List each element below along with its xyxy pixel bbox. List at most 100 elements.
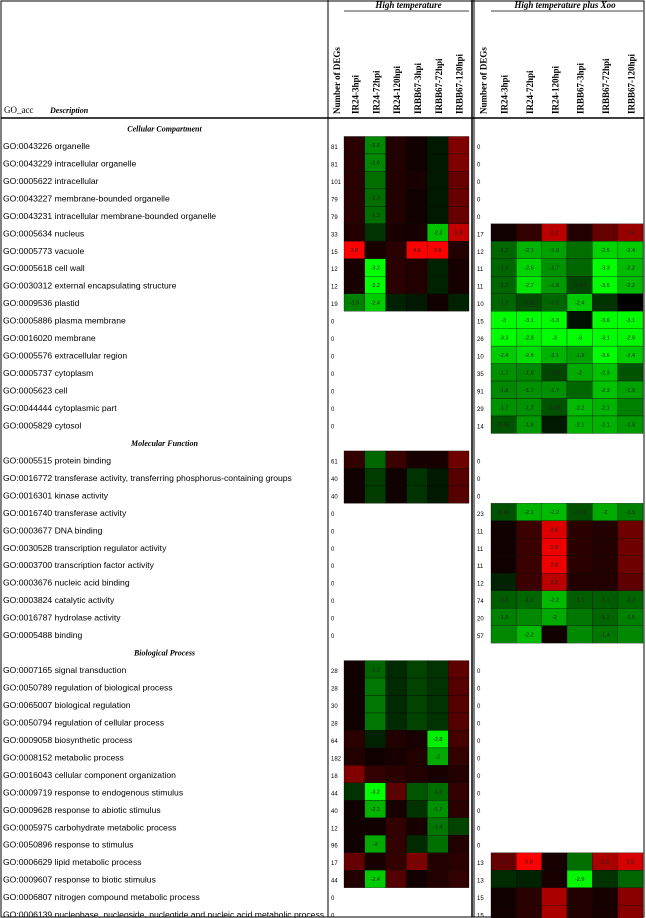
deg-count-ht: 40 [331, 477, 338, 483]
deg-count-ht: 19 [331, 302, 338, 308]
go-term-label: GO:0009719 response to endogenous stimul… [3, 787, 183, 797]
heatmap-cell-ht [448, 870, 470, 888]
cell-value-label: -3.2 [371, 790, 380, 796]
heatmap-cell-ht [364, 765, 386, 784]
heatmap-cell-htx [566, 625, 593, 644]
deg-count-htx: 15 [477, 914, 484, 918]
deg-count-htx: 35 [477, 372, 484, 378]
cell-value-label: -1.2 [626, 597, 635, 603]
cell-value-label: -1.5 [350, 300, 359, 306]
go-term-label: GO:0030528 transcription regulator activ… [3, 543, 167, 553]
heatmap-cell-ht [448, 852, 470, 871]
cell-value-label: -2.5 [600, 248, 609, 254]
cell-value-label: -1.8 [550, 283, 559, 289]
cell-value-label: -2.2 [524, 632, 533, 638]
deg-count-htx: 29 [477, 407, 484, 413]
go-term-label: GO:0009628 response to abiotic stimulus [3, 805, 161, 815]
heatmap-cell-htx [541, 887, 568, 906]
heatmap-cell-htx [592, 555, 618, 574]
heatmap-cell-ht [406, 782, 428, 801]
heatmap-cell-htx [617, 625, 644, 644]
heatmap-cell-htx [490, 887, 517, 906]
deg-count-ht: 40 [331, 809, 338, 815]
group-header-high-temperature-xoo: High temperature plus Xoo [513, 0, 616, 10]
go-term-label: GO:0016772 transferase activity, transfe… [3, 473, 292, 483]
heatmap-cell-ht [427, 712, 449, 731]
heatmap-cell-ht [406, 730, 428, 749]
heatmap-cell-ht [343, 188, 365, 207]
cell-value-label: -2.7 [524, 283, 533, 289]
cell-value-label: -2 [552, 615, 557, 621]
go-term-label: GO:0005622 intracellular [3, 176, 99, 186]
cell-value-label: -2.3 [600, 370, 609, 376]
heatmap-cell-htx [541, 870, 568, 888]
cell-value-label: -1.7 [499, 370, 508, 376]
section-title: Molecular Function [130, 439, 198, 448]
column-header-ht-ir24-72hpi: IR24-72hpi [371, 70, 381, 114]
deg-count-ht: 0 [331, 599, 335, 605]
go-term-label: GO:0030312 external encapsulating struct… [3, 281, 177, 291]
heatmap-cell-ht [343, 835, 365, 853]
cell-value-label: 1.5 [413, 859, 421, 865]
heatmap-cell-ht [364, 450, 386, 469]
heatmap-cell-ht [448, 276, 470, 294]
heatmap-cell-ht [427, 258, 449, 277]
cell-value-label: -2.6 [524, 353, 533, 359]
deg-count-htx: 12 [477, 250, 484, 256]
deg-count-htx: 15 [477, 320, 484, 326]
cell-value-label: -2.8 [524, 335, 533, 341]
column-header-ht-irbb67-120hpi: IRBB67-120hpi [455, 53, 465, 114]
cell-value-label: -1.4 [600, 632, 609, 638]
heatmap-cell-ht [364, 468, 386, 487]
heatmap-cell-ht [364, 223, 386, 242]
deg-count-htx: 0 [477, 180, 481, 186]
row-header-go-acc: GO_acc [4, 105, 33, 115]
heatmap-cell-ht [406, 276, 428, 294]
cell-value-label: -3.5 [600, 283, 609, 289]
cell-value-label: 2.5 [627, 859, 635, 865]
cell-value-label: -1.2 [499, 248, 508, 254]
deg-count-ht: 44 [331, 791, 338, 797]
heatmap-cell-ht [406, 747, 428, 766]
cell-value-label: -1.5 [626, 510, 635, 516]
column-header-ht-ir24-120hpi: IR24-120hpi [392, 65, 402, 114]
deg-count-ht: 0 [331, 617, 335, 623]
heatmap-cell-htx [541, 905, 568, 918]
deg-count-ht: 12 [331, 285, 338, 291]
cell-value-label: -1.7 [550, 265, 559, 271]
heatmap-cell-ht [343, 730, 365, 749]
deg-count-htx: 0 [477, 756, 481, 762]
deg-count-ht: 28 [331, 687, 338, 693]
heatmap-cell-ht [427, 870, 449, 888]
cell-value-label: -2.2 [626, 283, 635, 289]
deg-count-htx: 0 [477, 477, 481, 483]
heatmap-cell-ht [385, 800, 407, 818]
deg-count-htx: 0 [477, 687, 481, 693]
cell-value-label: 3.8 [351, 248, 359, 254]
heatmap-cell-ht [427, 276, 449, 294]
heatmap-cell-ht [385, 870, 407, 888]
heatmap-cell-ht [427, 450, 449, 469]
heatmap-cell-htx [566, 241, 593, 259]
heatmap-cell-ht [406, 223, 428, 242]
cell-value-label: 1.2 [500, 859, 508, 865]
go-term-label: GO:0043226 organelle [3, 141, 90, 151]
cell-value-label: -2.1 [524, 510, 533, 516]
go-term-label: GO:0050896 response to stimulus [3, 840, 133, 850]
cell-value-label: -1.4 [433, 825, 442, 831]
heatmap-cell-ht [364, 712, 386, 731]
heatmap-cell-ht [343, 712, 365, 731]
heatmap-cell-ht [385, 223, 407, 242]
deg-count-htx: 0 [477, 774, 481, 780]
deg-count-ht: 0 [331, 372, 335, 378]
heatmap-cell-ht [385, 468, 407, 487]
go-term-label: GO:0043229 intracellular organelle [3, 158, 137, 168]
section-title: Biological Process [133, 649, 195, 658]
cell-value-label: -1.2 [499, 265, 508, 271]
column-header-ht-irbb67-72hpi: IRBB67-72hpi [434, 58, 444, 114]
heatmap-cell-ht [427, 485, 449, 504]
heatmap-cell-htx [592, 887, 618, 906]
deg-count-ht: 0 [331, 337, 335, 343]
go-term-label: GO:0007165 signal transduction [3, 665, 126, 675]
